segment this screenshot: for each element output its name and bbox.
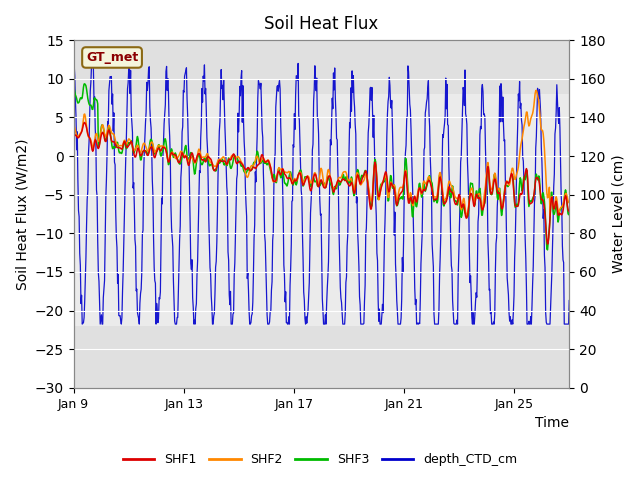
Title: Soil Heat Flux: Soil Heat Flux	[264, 15, 378, 33]
Text: Time: Time	[535, 416, 569, 430]
Bar	[74, 94, 569, 326]
Y-axis label: Soil Heat Flux (W/m2): Soil Heat Flux (W/m2)	[15, 138, 29, 290]
Legend: SHF1, SHF2, SHF3, depth_CTD_cm: SHF1, SHF2, SHF3, depth_CTD_cm	[118, 448, 522, 471]
Text: GT_met: GT_met	[86, 51, 138, 64]
Y-axis label: Water Level (cm): Water Level (cm)	[611, 155, 625, 273]
